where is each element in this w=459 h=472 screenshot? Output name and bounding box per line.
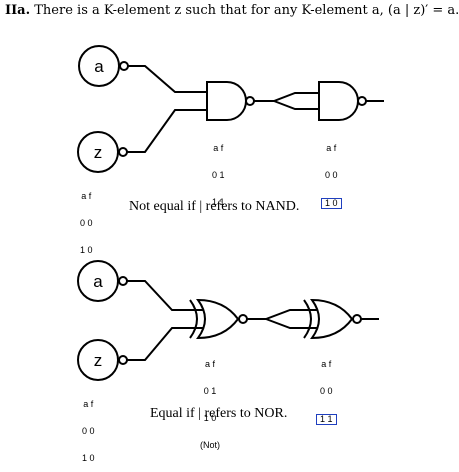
top-input-z-label: z	[94, 143, 103, 162]
top-z-truth-table: a f 0 0 1 0	[80, 174, 93, 264]
nand-gate-2-bubble	[357, 96, 367, 106]
table-row: 1 0	[80, 245, 93, 255]
table-header: a f	[213, 143, 224, 153]
top-gate2-truth-table: a f 0 0 1 0	[321, 126, 342, 218]
table-row: 0 0	[82, 426, 95, 436]
nor-gate-2	[310, 298, 354, 340]
table-row: 0 0	[80, 218, 93, 228]
table-row: 0 1	[212, 170, 225, 180]
table-row: 0 1	[203, 386, 217, 396]
table-note: (Not)	[200, 440, 220, 450]
nor-gate-1	[196, 298, 240, 340]
nor-gate-1-back-curve	[189, 299, 198, 339]
bottom-gate2-truth-table: a f 0 0 1 1	[316, 342, 337, 434]
table-row: 1 1	[212, 197, 225, 207]
nor-gate-2-bubble	[352, 314, 362, 324]
top-circuit	[77, 45, 384, 173]
wire-a-to-gate1	[127, 280, 204, 311]
top-gate1-truth-table: a f 0 1 1 1	[212, 126, 225, 216]
bottom-input-a-label: a	[93, 272, 103, 291]
input-z-inverter-bubble	[118, 355, 128, 365]
top-input-a-label: a	[94, 57, 104, 76]
heading-text: There is a K-element z such that for any…	[34, 3, 459, 18]
highlighted-result-row: 1 0	[321, 198, 342, 209]
table-row: 0 0	[325, 170, 338, 180]
highlighted-result-row: 1 1	[316, 414, 337, 425]
input-a-inverter-bubble	[118, 276, 128, 286]
bottom-input-z-label: z	[94, 351, 103, 370]
nand-gate-2	[318, 81, 359, 121]
nand-gate-1	[206, 81, 247, 121]
table-row: 1 0	[203, 413, 217, 423]
circuit-diagram: a z a z	[77, 45, 384, 381]
nor-gate-2-back-curve	[303, 299, 312, 339]
table-header: a f	[326, 143, 337, 153]
heading: IIa. There is a K-element z such that fo…	[5, 3, 459, 18]
bottom-z-truth-table: a f 0 0 1 0	[82, 382, 95, 472]
wire-z-to-gate1	[127, 109, 207, 153]
table-header: a f	[204, 359, 215, 369]
heading-prefix: IIa.	[5, 3, 31, 18]
table-header: a f	[321, 359, 332, 369]
wire-a-to-gate1	[128, 65, 207, 93]
table-row: 0 0	[320, 386, 333, 396]
wire-z-to-gate1	[127, 327, 204, 361]
nand-gate-1-bubble	[245, 96, 255, 106]
nor-gate-1-bubble	[238, 314, 248, 324]
input-z-inverter-bubble	[118, 147, 128, 157]
bottom-gate1-truth-table: a f 0 1 1 0 (Not)	[200, 342, 220, 459]
table-header: a f	[81, 191, 92, 201]
bottom-circuit	[77, 260, 379, 381]
wire-gate1-fork-upper	[247, 309, 318, 320]
bottom-caption: Equal if | refers to NOR.	[150, 406, 288, 421]
input-a-inverter-bubble	[119, 61, 129, 71]
wire-gate1-fork-upper	[254, 92, 319, 102]
top-caption: Not equal if | refers to NAND.	[129, 199, 300, 214]
wire-gate1-fork-lower	[273, 100, 319, 110]
table-row: 1 0	[82, 453, 95, 463]
table-header: a f	[83, 399, 94, 409]
